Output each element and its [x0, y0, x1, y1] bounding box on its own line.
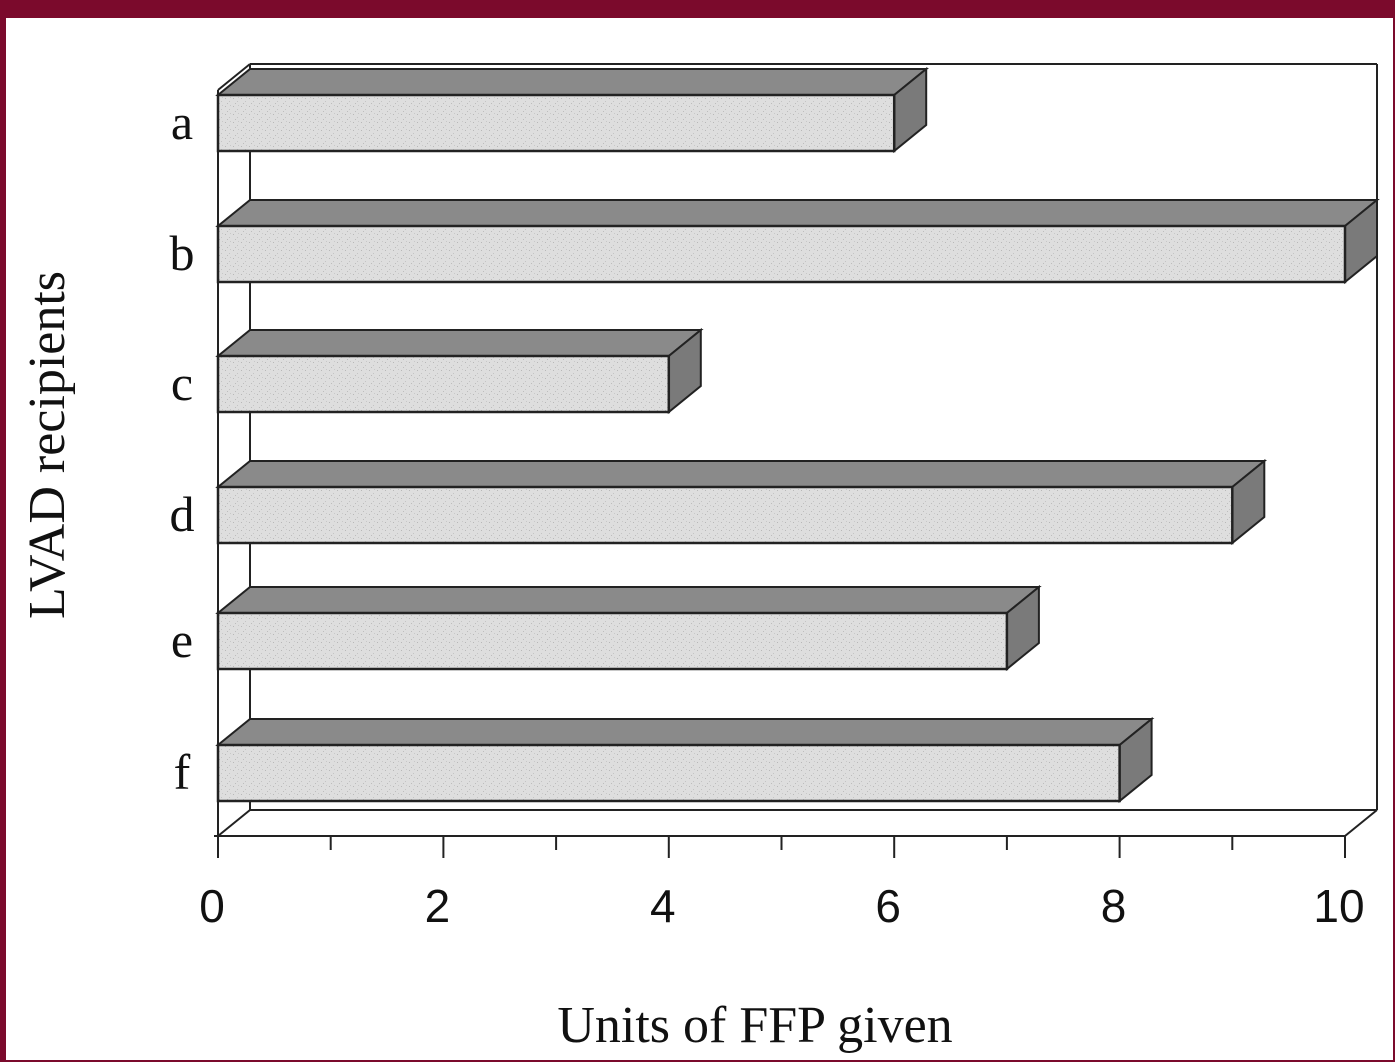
y-axis-title: LVAD recipients	[19, 271, 76, 619]
x-tick-label: 8	[1101, 880, 1127, 932]
bar-top-face	[215, 460, 1268, 488]
bar-front-face	[216, 743, 1121, 803]
bar-front-face	[216, 354, 671, 414]
category-label-e: e	[171, 612, 193, 668]
category-labels: a b c d e f	[170, 94, 195, 800]
bar-front-face	[216, 224, 1347, 284]
floor-right-slant	[1344, 809, 1378, 837]
bar-c	[215, 327, 704, 415]
bar-e	[215, 584, 1042, 672]
bar-top-face	[215, 718, 1155, 746]
wall-top-slant	[217, 63, 251, 91]
bar-top-face	[215, 329, 704, 357]
bars-group	[215, 66, 1380, 804]
floor-left-slant	[217, 809, 251, 837]
bar-f	[215, 716, 1155, 804]
category-label-d: d	[170, 486, 195, 542]
bar-d	[215, 458, 1268, 546]
bar-a	[215, 66, 930, 154]
bar-b	[215, 197, 1380, 285]
x-tick-label: 0	[199, 880, 225, 932]
bar-front-face	[216, 611, 1009, 671]
x-tick-label: 10	[1313, 880, 1364, 932]
bar-top-face	[215, 68, 930, 96]
x-axis-ticks: 0 2 4 6 8 10	[199, 836, 1365, 932]
bar-top-face	[215, 586, 1042, 614]
x-tick-label: 2	[425, 880, 451, 932]
category-label-f: f	[174, 744, 191, 800]
category-label-c: c	[171, 355, 193, 411]
plot-area	[214, 63, 1378, 837]
category-label-b: b	[170, 225, 195, 281]
x-tick-label: 4	[650, 880, 676, 932]
bar-top-face	[215, 199, 1380, 227]
bar-front-face	[216, 93, 896, 153]
x-tick-label: 6	[875, 880, 901, 932]
category-label-a: a	[171, 94, 193, 150]
x-axis-title: Units of FFP given	[557, 997, 952, 1054]
bar-front-face	[216, 485, 1234, 545]
